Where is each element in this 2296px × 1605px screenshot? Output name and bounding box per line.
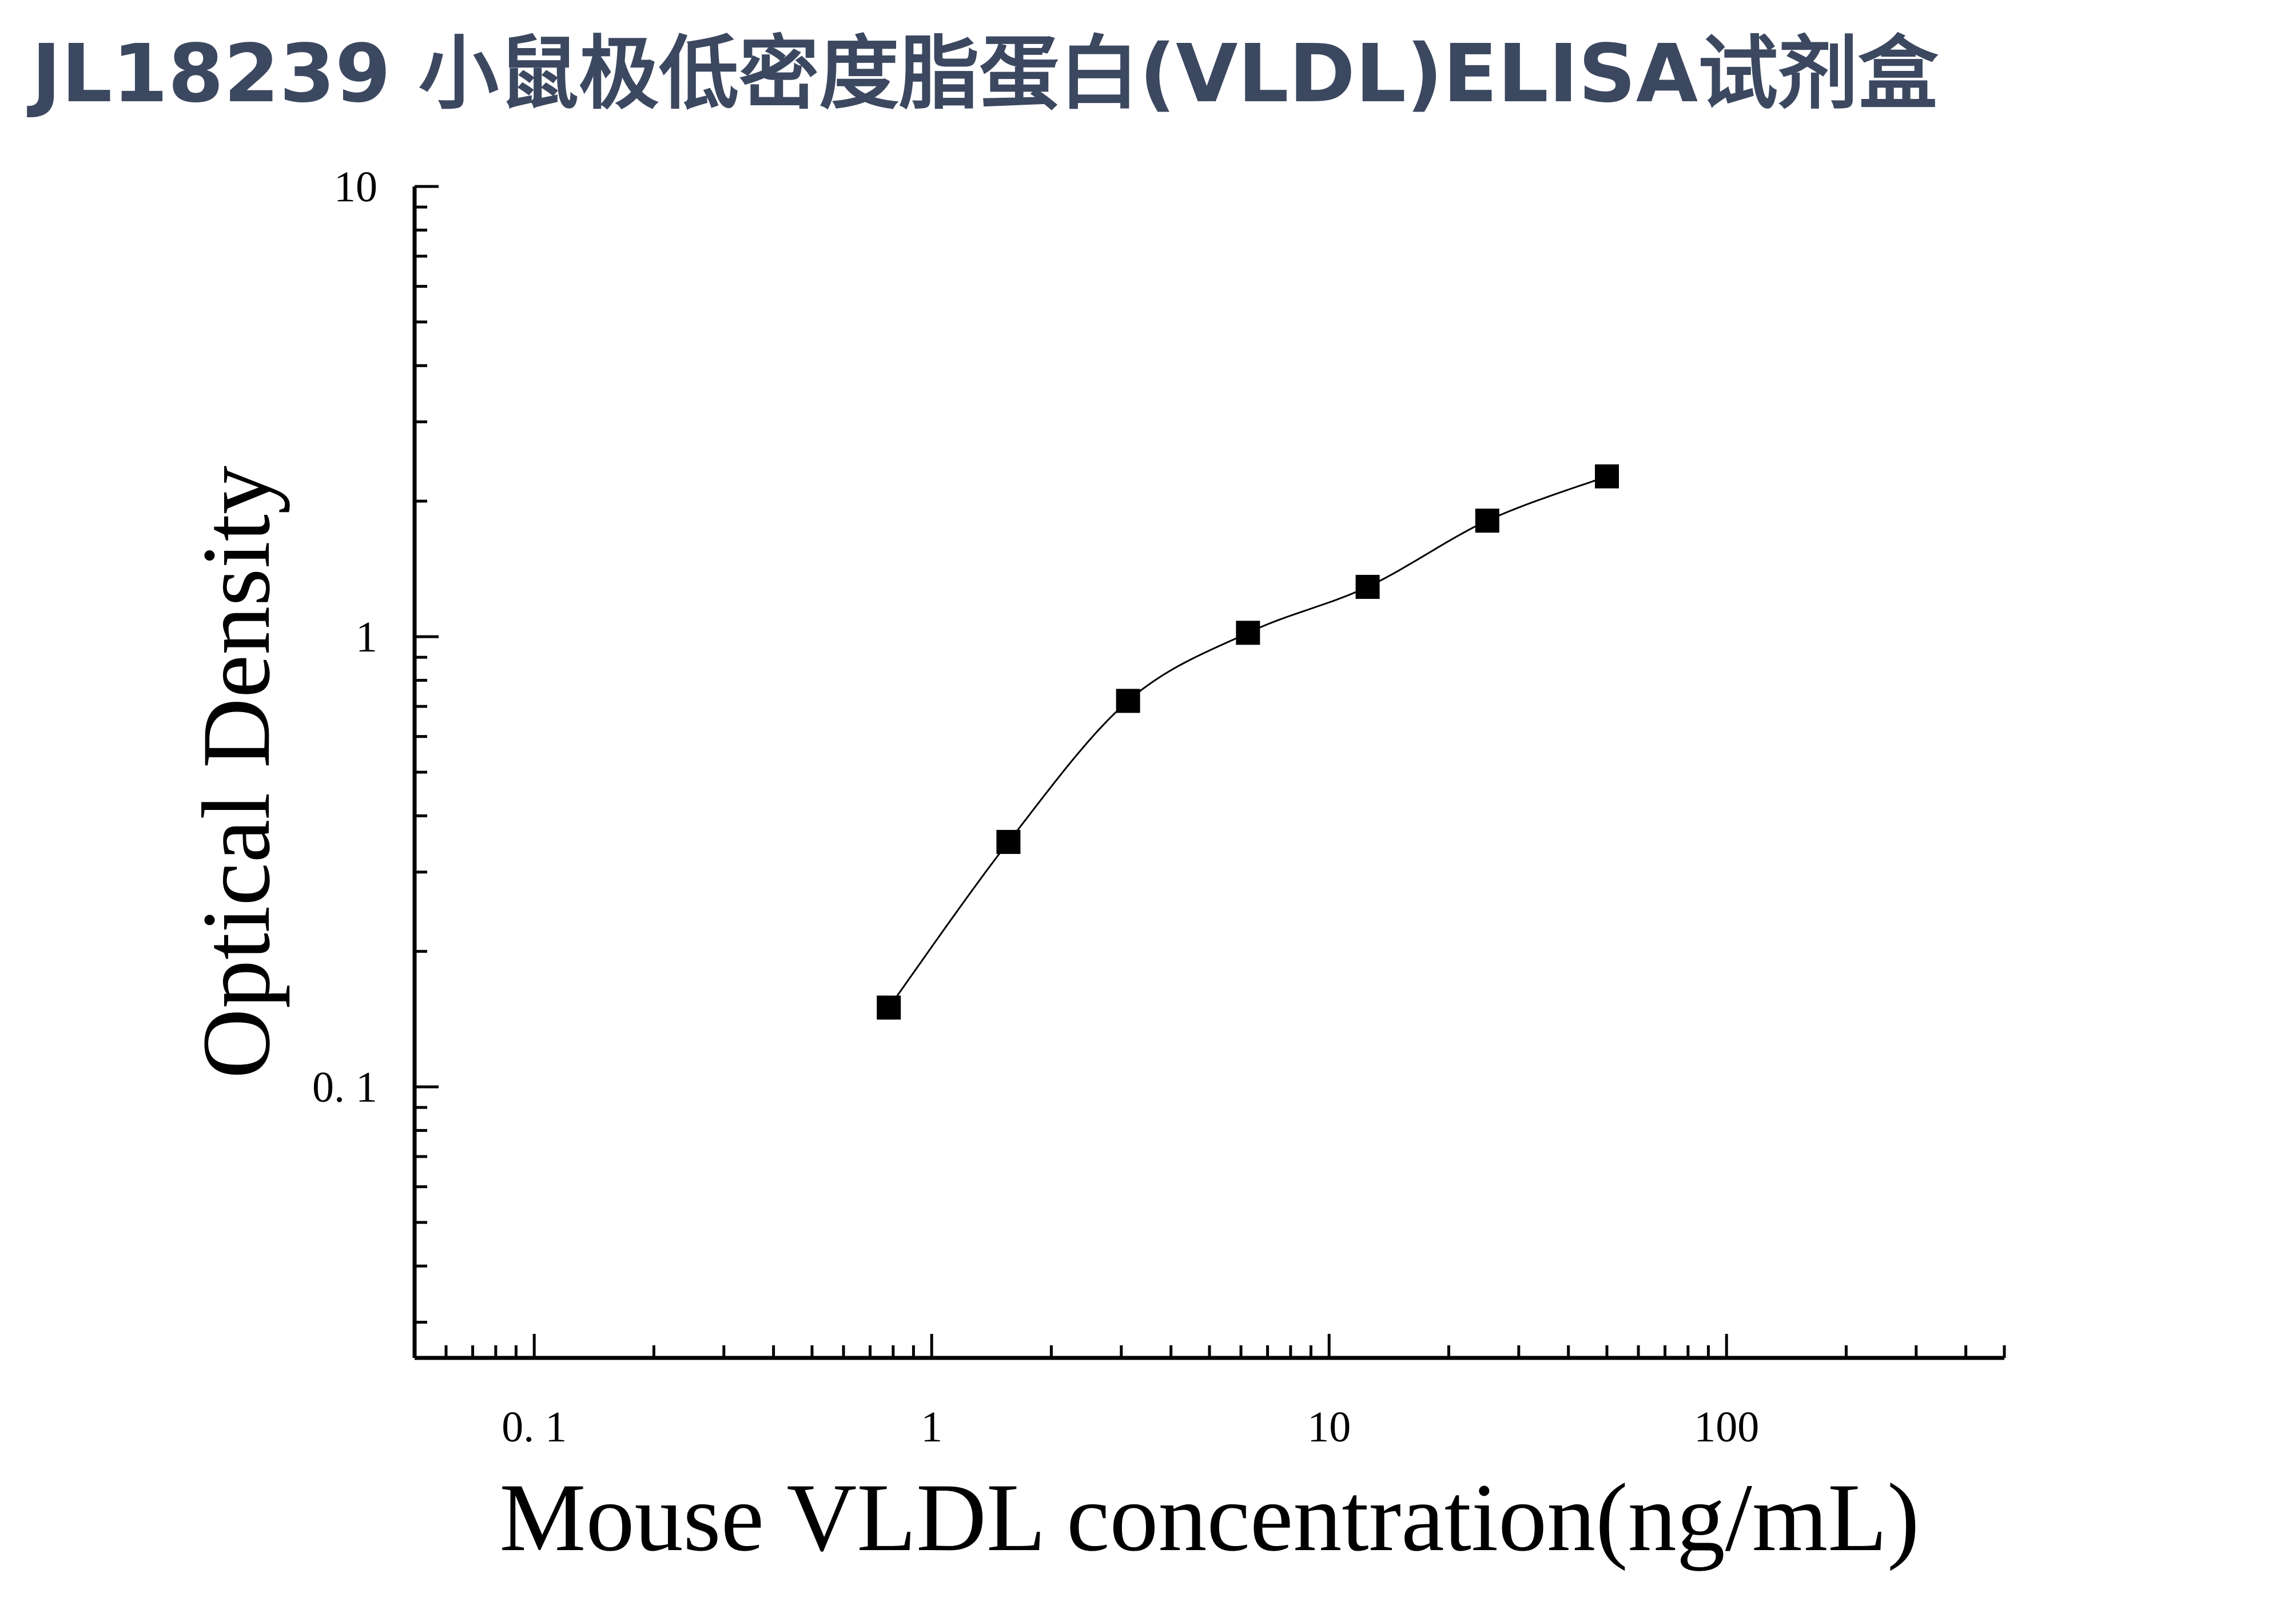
y-axis-label: Optical Density xyxy=(182,466,290,1079)
data-point xyxy=(1236,621,1260,645)
fit-curve-line xyxy=(888,475,1607,1008)
x-tick-labels: 0. 1 1 10 100 xyxy=(502,1403,1759,1451)
y-tick-label: 10 xyxy=(334,163,377,211)
chart-title: JL18239 小鼠极低密度脂蛋白(VLDL)ELISA试剂盒 xyxy=(31,27,1939,121)
x-tick-label: 0. 1 xyxy=(502,1403,567,1451)
axes xyxy=(412,186,2004,1360)
data-point xyxy=(1116,689,1140,713)
y-ticks xyxy=(415,185,439,1324)
x-tick-label: 100 xyxy=(1694,1403,1759,1451)
x-axis-label: Mouse VLDL concentration(ng/mL) xyxy=(499,1464,1919,1571)
data-point xyxy=(1355,575,1380,599)
y-tick-label: 0. 1 xyxy=(312,1063,377,1111)
y-tick-label: 1 xyxy=(356,613,377,661)
data-point xyxy=(1475,508,1499,533)
x-tick-label: 1 xyxy=(921,1403,942,1451)
data-points xyxy=(877,464,1619,1020)
data-point xyxy=(877,995,901,1020)
x-ticks xyxy=(413,1334,2006,1358)
x-tick-label: 10 xyxy=(1307,1403,1351,1451)
data-point xyxy=(996,829,1021,854)
y-tick-labels: 0. 1 1 10 xyxy=(312,163,377,1111)
data-point xyxy=(1595,464,1619,488)
